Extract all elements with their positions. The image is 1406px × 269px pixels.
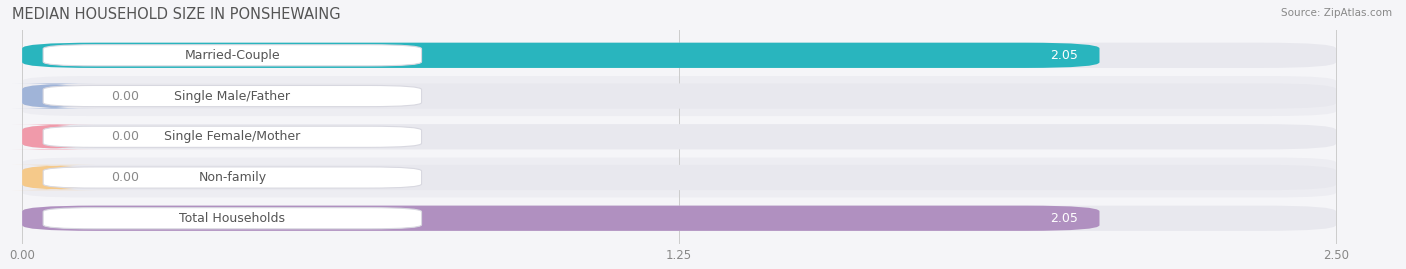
FancyBboxPatch shape — [44, 126, 422, 147]
Text: 2.05: 2.05 — [1050, 49, 1078, 62]
Text: Source: ZipAtlas.com: Source: ZipAtlas.com — [1281, 8, 1392, 18]
FancyBboxPatch shape — [44, 208, 422, 229]
FancyBboxPatch shape — [11, 83, 96, 109]
FancyBboxPatch shape — [22, 206, 1336, 231]
FancyBboxPatch shape — [22, 76, 1336, 116]
FancyBboxPatch shape — [11, 124, 96, 149]
Text: Single Male/Father: Single Male/Father — [174, 90, 291, 102]
FancyBboxPatch shape — [22, 158, 1336, 197]
FancyBboxPatch shape — [22, 43, 1099, 68]
Text: 2.05: 2.05 — [1050, 212, 1078, 225]
FancyBboxPatch shape — [22, 165, 1336, 190]
FancyBboxPatch shape — [22, 35, 1336, 75]
FancyBboxPatch shape — [22, 83, 1336, 109]
FancyBboxPatch shape — [22, 124, 1336, 149]
FancyBboxPatch shape — [44, 167, 422, 188]
FancyBboxPatch shape — [22, 206, 1099, 231]
FancyBboxPatch shape — [11, 165, 96, 190]
FancyBboxPatch shape — [44, 86, 422, 107]
Text: Total Households: Total Households — [180, 212, 285, 225]
Text: 0.00: 0.00 — [111, 171, 139, 184]
FancyBboxPatch shape — [22, 43, 1336, 68]
FancyBboxPatch shape — [44, 45, 422, 66]
Text: 0.00: 0.00 — [111, 130, 139, 143]
FancyBboxPatch shape — [22, 198, 1336, 238]
Text: 0.00: 0.00 — [111, 90, 139, 102]
Text: Non-family: Non-family — [198, 171, 266, 184]
Text: Married-Couple: Married-Couple — [184, 49, 280, 62]
Text: Single Female/Mother: Single Female/Mother — [165, 130, 301, 143]
Text: MEDIAN HOUSEHOLD SIZE IN PONSHEWAING: MEDIAN HOUSEHOLD SIZE IN PONSHEWAING — [11, 7, 340, 22]
FancyBboxPatch shape — [22, 117, 1336, 157]
